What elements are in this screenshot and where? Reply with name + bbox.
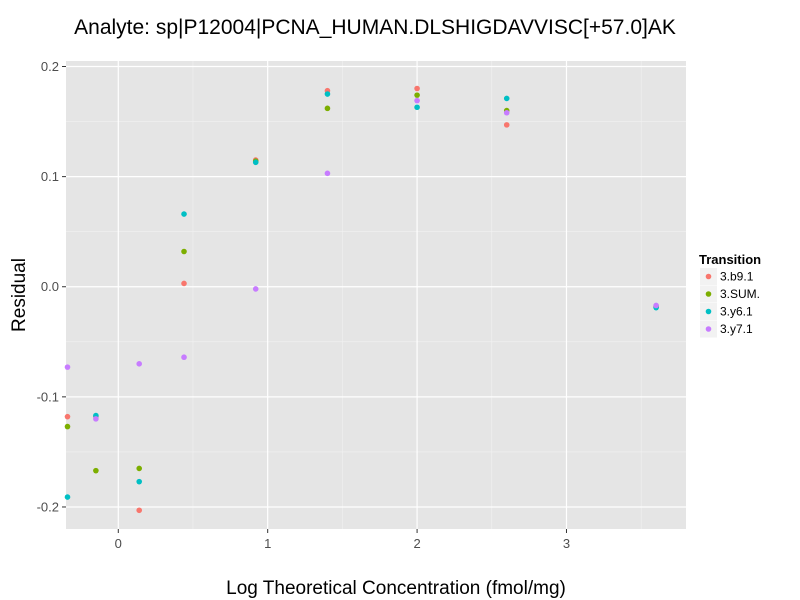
data-point-3-sum — [93, 467, 99, 474]
data-point-3-y6-1 — [503, 95, 510, 102]
x-tick-label: 3 — [563, 536, 570, 551]
data-point-3-b9-1 — [503, 122, 510, 128]
y-tick-label: -0.1 — [37, 389, 59, 404]
grid-major — [66, 61, 686, 529]
data-point-3-b9-1 — [414, 85, 420, 92]
data-point-3-y7-1 — [252, 286, 259, 292]
data-point-3-sum — [324, 105, 331, 112]
data-point-3-y7-1 — [93, 416, 99, 422]
x-axis-title: Log Theoretical Concentration (fmol/mg) — [226, 578, 566, 599]
data-point-3-y7-1 — [181, 354, 187, 361]
data-point-3-y6-1 — [414, 104, 420, 111]
data-point-3-b9-1 — [136, 507, 143, 514]
data-point-3-y6-1 — [136, 478, 143, 485]
data-point-3-b9-1 — [64, 413, 71, 420]
data-point-3-y6-1 — [64, 494, 71, 500]
data-point-3-y6-1 — [181, 211, 187, 217]
data-point-3-sum — [136, 465, 143, 472]
data-point-3-y7-1 — [653, 302, 659, 309]
legend-key-marker — [705, 326, 712, 332]
data-point-3-b9-1 — [181, 280, 187, 287]
y-tick-label: -0.2 — [37, 499, 59, 514]
data-point-3-y7-1 — [414, 97, 420, 104]
data-point-3-sum — [181, 248, 187, 255]
legend-key-marker — [705, 273, 712, 280]
legend-label: 3.b9.1 — [720, 270, 754, 284]
legend-label: 3.y7.1 — [720, 322, 753, 336]
data-point-3-y6-1 — [324, 91, 331, 97]
x-tick-label: 0 — [115, 536, 122, 551]
data-point-3-y7-1 — [503, 109, 510, 116]
legend-key-marker — [705, 291, 712, 297]
data-points — [64, 85, 659, 514]
y-axis-title: Residual — [9, 258, 30, 332]
x-tick-label: 2 — [413, 536, 420, 551]
legend-key-marker — [705, 308, 712, 315]
data-point-3-y7-1 — [324, 170, 331, 177]
y-tick-label: 0.2 — [41, 59, 59, 74]
y-axis-ticks: -0.2 -0.1 0.0 0.1 0.2 — [37, 59, 66, 514]
x-axis-ticks: 0 1 2 3 — [115, 529, 570, 551]
data-point-3-y7-1 — [64, 364, 71, 370]
y-tick-label: 0.1 — [41, 169, 59, 184]
legend-title: Transition — [699, 252, 761, 267]
data-point-3-y6-1 — [252, 159, 259, 166]
grid-minor — [66, 61, 686, 529]
legend-label: 3.SUM. — [720, 287, 760, 301]
data-point-3-y7-1 — [136, 361, 143, 367]
y-tick-label: 0.0 — [41, 279, 59, 294]
x-tick-label: 1 — [264, 536, 271, 551]
legend-items: 3.b9.1 3.SUM. 3.y6.1 3.y7.1 — [700, 268, 760, 338]
plot-panel — [66, 61, 686, 529]
data-point-3-sum — [64, 423, 71, 430]
chart-title: Analyte: sp|P12004|PCNA_HUMAN.DLSHIGDAVV… — [74, 16, 676, 39]
legend-label: 3.y6.1 — [720, 305, 753, 319]
legend: Transition 3.b9.1 3.SUM. 3.y6.1 3.y7.1 — [699, 252, 761, 338]
data-point-3-sum — [414, 92, 420, 98]
